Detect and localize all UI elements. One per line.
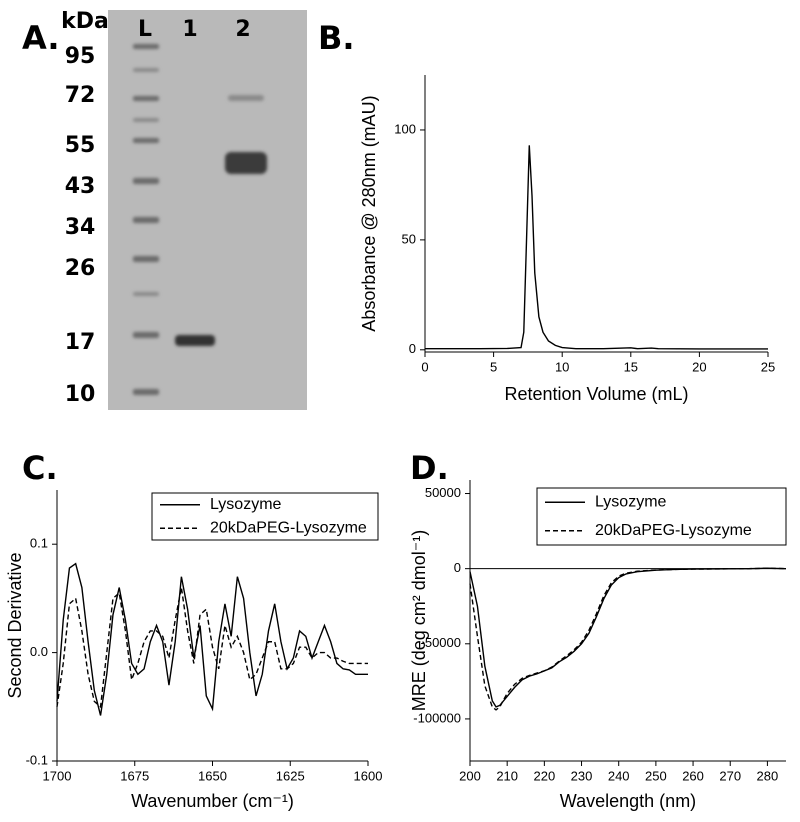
x-tick-label: 1600 bbox=[354, 768, 383, 783]
data-line bbox=[469, 567, 787, 708]
marker-label: 10 bbox=[65, 382, 96, 407]
legend-label: Lysozyme bbox=[210, 496, 282, 513]
y-tick-label: 0.1 bbox=[30, 536, 48, 551]
x-tick-label: 1625 bbox=[276, 768, 305, 783]
y-tick-label: 50000 bbox=[425, 485, 461, 500]
y-tick-label: -0.1 bbox=[26, 752, 48, 767]
x-tick-label: 260 bbox=[682, 768, 704, 783]
y-tick-label: 100 bbox=[394, 121, 416, 136]
y-tick-label: -50000 bbox=[421, 635, 461, 650]
marker-label: 17 bbox=[65, 330, 96, 355]
data-line bbox=[425, 145, 768, 350]
x-tick-label: 240 bbox=[608, 768, 630, 783]
data-line bbox=[56, 562, 368, 716]
x-tick-label: 15 bbox=[624, 359, 638, 374]
x-tick-label: 25 bbox=[761, 359, 775, 374]
data-line bbox=[56, 587, 368, 709]
x-tick-label: 1650 bbox=[198, 768, 227, 783]
marker-label: 95 bbox=[65, 44, 96, 69]
lane-1-band bbox=[175, 335, 215, 346]
marker-label: 26 bbox=[65, 256, 96, 281]
unit-label: kDa bbox=[61, 9, 109, 34]
marker-label: 43 bbox=[65, 174, 96, 199]
lane-label: 1 bbox=[182, 17, 197, 42]
y-tick-label: 50 bbox=[402, 231, 416, 246]
y-tick-label: -100000 bbox=[413, 710, 461, 725]
y-axis-label: Absorbance @ 280nm (mAU) bbox=[359, 95, 379, 331]
x-tick-label: 1700 bbox=[43, 768, 72, 783]
legend-box bbox=[151, 492, 379, 541]
legend-label: 20kDaPEG-Lysozyme bbox=[595, 522, 752, 539]
y-tick-label: 0.0 bbox=[30, 644, 48, 659]
panel-label: D. bbox=[410, 449, 449, 487]
x-axis-label: Wavenumber (cm⁻¹) bbox=[131, 791, 294, 811]
x-tick-label: 200 bbox=[459, 768, 481, 783]
x-axis-label: Retention Volume (mL) bbox=[504, 384, 688, 404]
x-tick-label: 1675 bbox=[120, 768, 149, 783]
x-tick-label: 220 bbox=[534, 768, 556, 783]
marker-label: 55 bbox=[65, 133, 96, 158]
legend-box bbox=[536, 487, 787, 546]
x-tick-label: 270 bbox=[719, 768, 741, 783]
legend-label: Lysozyme bbox=[595, 493, 667, 510]
lane-label: L bbox=[138, 17, 152, 42]
lane-label: 2 bbox=[235, 17, 250, 42]
x-tick-label: 250 bbox=[645, 768, 667, 783]
y-axis-label: Second Derivative bbox=[5, 552, 25, 698]
x-tick-label: 0 bbox=[421, 359, 428, 374]
panel-label: A. bbox=[22, 19, 60, 57]
marker-label: 34 bbox=[65, 215, 96, 240]
axis-spines bbox=[424, 75, 768, 353]
legend-label: 20kDaPEG-Lysozyme bbox=[210, 519, 367, 536]
x-tick-label: 280 bbox=[757, 768, 779, 783]
x-axis-label: Wavelength (nm) bbox=[560, 791, 696, 811]
ladder-bands bbox=[133, 44, 159, 395]
x-tick-label: 10 bbox=[555, 359, 569, 374]
x-tick-label: 210 bbox=[496, 768, 518, 783]
data-line bbox=[469, 567, 787, 711]
y-tick-label: 0 bbox=[409, 341, 416, 356]
gel-panel: A. kDa L 1 2 95 72 55 43 34 26 17 10 bbox=[22, 9, 307, 410]
x-tick-label: 5 bbox=[490, 359, 497, 374]
lane-2-band bbox=[225, 152, 267, 174]
y-axis-label: MRE (deg cm² dmol⁻¹) bbox=[409, 530, 429, 712]
panel-label: C. bbox=[22, 449, 58, 487]
panel-label: B. bbox=[318, 19, 355, 57]
x-tick-label: 20 bbox=[692, 359, 706, 374]
lane-2-faint-band bbox=[228, 95, 264, 101]
y-tick-label: 0 bbox=[454, 560, 461, 575]
marker-label: 72 bbox=[65, 83, 96, 108]
x-tick-label: 230 bbox=[571, 768, 593, 783]
